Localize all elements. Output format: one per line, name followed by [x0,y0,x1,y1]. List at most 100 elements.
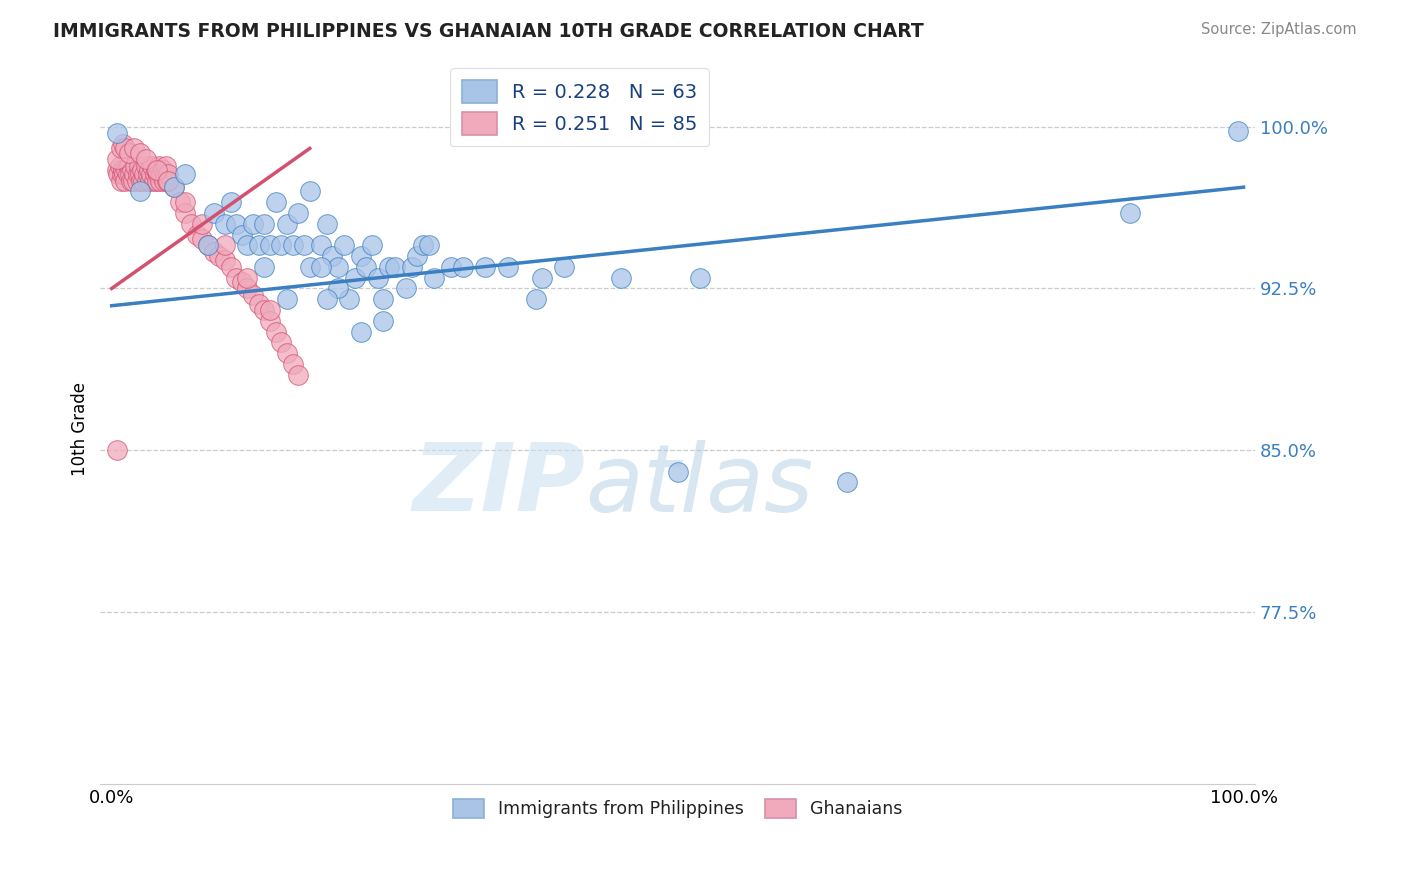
Point [163,180,186,194]
Point [135,159,157,173]
Point [474,260,496,274]
Point [236,270,259,285]
Point [202,244,225,259]
Point [247,296,270,310]
Point [169,195,191,210]
Point [131,163,153,178]
Point [236,281,259,295]
Point [120,174,142,188]
Point [138,163,160,178]
Point [837,475,859,490]
Point [174,206,197,220]
Point [367,270,389,285]
Point [689,270,711,285]
Point [326,260,349,274]
Point [108,159,131,173]
Point [135,152,157,166]
Point [134,167,156,181]
Point [141,159,163,173]
Point [225,270,247,285]
Point [105,443,128,458]
Point [143,167,166,181]
Point [112,167,135,181]
Point [242,288,264,302]
Point [530,270,553,285]
Point [276,217,298,231]
Point [111,137,134,152]
Point [105,126,128,140]
Point [214,238,236,252]
Point [276,292,298,306]
Point [332,238,354,252]
Point [191,232,214,246]
Point [129,185,152,199]
Point [124,167,146,181]
Point [111,167,134,181]
Legend: Immigrants from Philippines, Ghanaians: Immigrants from Philippines, Ghanaians [446,792,910,825]
Point [146,174,169,188]
Point [148,159,170,173]
Point [236,238,259,252]
Point [129,145,152,160]
Point [242,217,264,231]
Point [287,206,309,220]
Point [157,167,180,181]
Point [118,167,141,181]
Point [146,163,169,178]
Point [1226,124,1249,138]
Point [281,357,304,371]
Point [231,227,253,242]
Point [139,174,162,188]
Point [219,260,242,274]
Point [401,260,423,274]
Point [197,238,219,252]
Point [105,163,128,178]
Point [122,174,145,188]
Point [321,249,343,263]
Point [117,145,139,160]
Point [264,325,287,339]
Point [156,174,179,188]
Point [129,167,152,181]
Point [127,167,149,181]
Point [315,292,337,306]
Point [142,174,165,188]
Point [337,292,360,306]
Point [384,260,406,274]
Point [259,314,281,328]
Point [326,281,349,295]
Point [111,163,134,178]
Point [202,206,225,220]
Point [524,292,547,306]
Point [150,167,173,181]
Text: Source: ZipAtlas.com: Source: ZipAtlas.com [1201,22,1357,37]
Point [451,260,474,274]
Point [309,260,332,274]
Point [117,167,139,181]
Point [152,163,174,178]
Point [298,260,321,274]
Point [610,270,633,285]
Point [412,238,434,252]
Point [315,217,337,231]
Point [145,163,167,178]
Point [231,275,253,289]
Point [105,152,128,166]
Point [110,174,132,188]
Point [141,167,163,181]
Point [666,465,689,479]
Point [225,217,247,231]
Point [157,174,180,188]
Point [247,238,270,252]
Point [117,159,139,173]
Point [350,249,373,263]
Point [114,141,136,155]
Point [423,270,446,285]
Text: IMMIGRANTS FROM PHILIPPINES VS GHANAIAN 10TH GRADE CORRELATION CHART: IMMIGRANTS FROM PHILIPPINES VS GHANAIAN … [53,22,924,41]
Text: atlas: atlas [585,440,814,531]
Point [110,141,132,155]
Point [276,346,298,360]
Point [292,238,315,252]
Point [180,217,202,231]
Point [298,185,321,199]
